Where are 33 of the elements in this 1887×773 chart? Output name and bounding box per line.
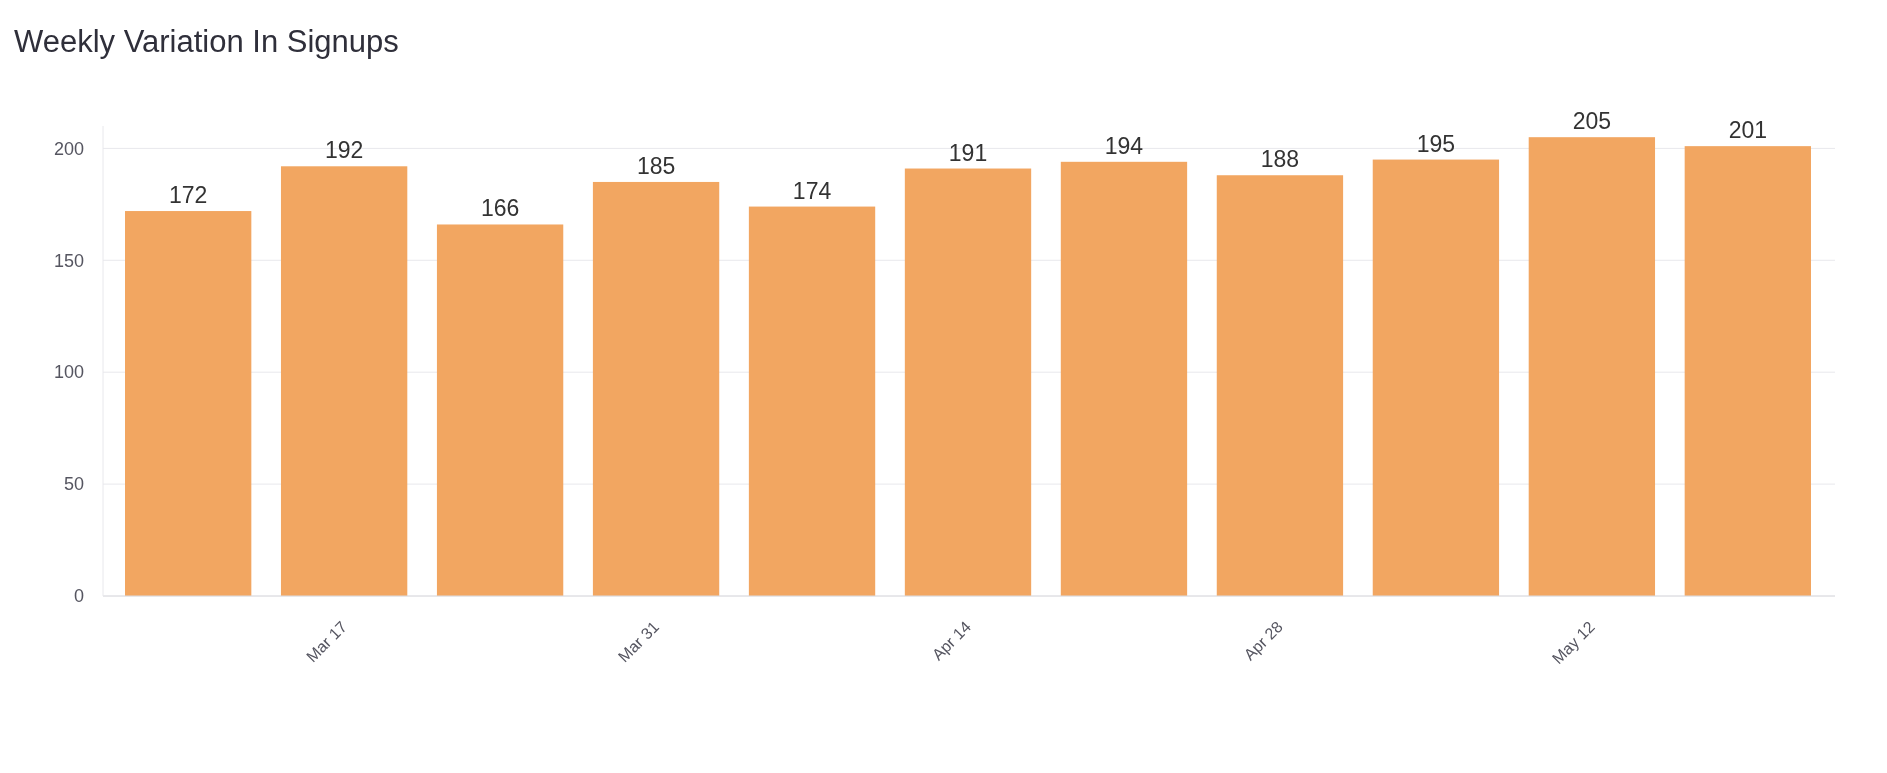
x-tick-label: Mar 17 — [302, 617, 351, 666]
data-label: 191 — [948, 139, 988, 166]
bar — [1528, 137, 1656, 596]
x-tick-label: May 12 — [1548, 617, 1599, 668]
data-label: 194 — [1104, 132, 1144, 159]
bar — [1060, 161, 1188, 596]
bar — [748, 206, 876, 596]
bar — [280, 166, 408, 596]
y-tick-label: 200 — [53, 138, 84, 159]
y-tick-label: 50 — [63, 474, 84, 495]
data-label: 174 — [792, 177, 832, 204]
bar — [436, 224, 564, 596]
bar — [904, 168, 1032, 596]
chart-title: Weekly Variation In Signups — [14, 24, 399, 59]
data-label: 192 — [324, 137, 364, 164]
data-label: 185 — [636, 152, 676, 179]
data-label: 195 — [1416, 130, 1456, 157]
data-label: 201 — [1728, 117, 1768, 144]
y-tick-label: 0 — [73, 586, 84, 607]
y-tick-label: 100 — [53, 362, 84, 383]
bar — [125, 211, 252, 596]
x-tick-label: Mar 31 — [614, 617, 663, 666]
bar — [1216, 175, 1344, 596]
data-label: 188 — [1260, 146, 1300, 173]
data-label: 166 — [480, 195, 520, 222]
x-tick-label: Apr 28 — [1240, 617, 1287, 664]
bar — [1684, 146, 1811, 596]
bar — [592, 181, 720, 596]
x-tick-label: Apr 14 — [928, 617, 975, 664]
data-label: 205 — [1572, 108, 1612, 135]
data-label: 172 — [168, 182, 208, 209]
y-tick-label: 150 — [53, 250, 84, 271]
bar — [1372, 159, 1500, 596]
